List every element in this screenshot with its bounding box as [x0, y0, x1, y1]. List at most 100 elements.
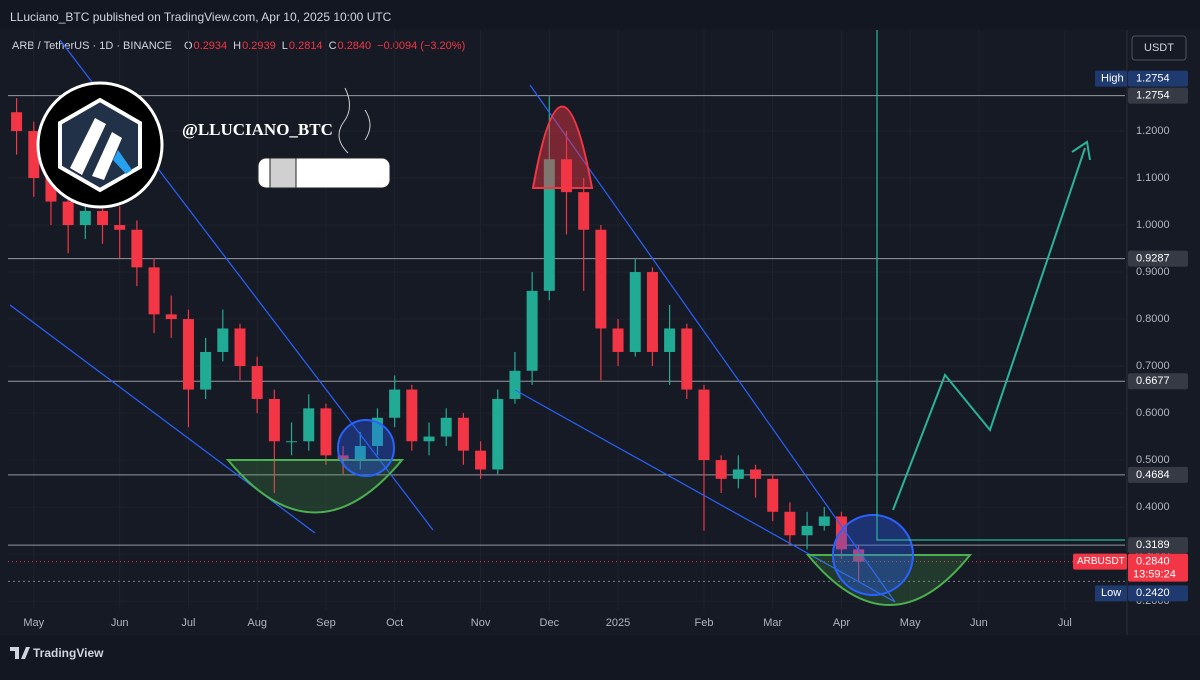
level-label: 0.6677	[1136, 375, 1170, 387]
candle-body	[371, 417, 383, 446]
extreme-tag	[1095, 585, 1127, 602]
x-tick-label: Sep	[316, 617, 336, 629]
candle-body	[767, 478, 779, 512]
candle-body	[320, 408, 332, 456]
candle-body	[62, 201, 74, 226]
candle-body	[337, 455, 349, 461]
level-tag	[1128, 466, 1188, 483]
candle-body	[45, 178, 57, 202]
x-tick-label: May	[900, 617, 921, 629]
candle-body	[578, 192, 590, 230]
candle-body	[595, 229, 607, 329]
level-label: 0.4684	[1136, 469, 1170, 481]
candle-body	[561, 159, 572, 193]
candle-body	[286, 441, 298, 443]
extreme-value-tag	[1128, 70, 1188, 87]
level-label: 0.9287	[1136, 252, 1170, 264]
projection-box	[876, 30, 1125, 541]
candle-body	[406, 389, 418, 442]
x-tick-label: Jul	[181, 617, 195, 629]
x-tick-label: Mar	[763, 617, 782, 629]
logo-stroke	[70, 118, 106, 175]
candle-body	[732, 469, 744, 479]
top-bar	[0, 0, 1200, 30]
ohlc-key: C	[329, 40, 337, 52]
candle-body	[698, 389, 710, 461]
published-line: LLuciano_BTC published on TradingView.co…	[10, 10, 392, 24]
candle-body	[475, 450, 487, 470]
currency-label[interactable]: USDT	[1144, 42, 1174, 54]
highlight-circle	[832, 514, 914, 596]
ohlc-key: L	[282, 40, 288, 52]
candle-body	[612, 328, 624, 352]
level-tag	[1128, 87, 1188, 104]
x-tick-label: Aug	[247, 617, 267, 629]
y-tick-label: 1.0000	[1136, 219, 1170, 231]
logo	[36, 81, 164, 209]
candle-body	[492, 398, 504, 470]
candle-body	[801, 525, 813, 536]
extreme-value-tag	[1128, 585, 1188, 602]
countdown: 13:59:24	[1133, 568, 1176, 580]
last-price-tag	[1128, 553, 1188, 582]
extreme-value: 1.2754	[1136, 73, 1170, 85]
candle-body	[715, 460, 727, 479]
candle-body	[543, 159, 555, 291]
candle-body	[131, 229, 143, 268]
level-label: 1.2754	[1136, 90, 1170, 102]
x-tick-label: Feb	[694, 617, 713, 629]
candle-body	[234, 328, 246, 367]
ohlc-legend: ARB / TetherUS · 1D · BINANCEO0.2934H0.2…	[12, 40, 465, 52]
level-label: 0.3189	[1136, 539, 1170, 551]
extreme-tag	[1095, 70, 1127, 87]
candle-body	[646, 272, 658, 352]
x-tick-label: Jun	[111, 617, 129, 629]
currency-button[interactable]	[1131, 35, 1187, 61]
candle-body	[217, 328, 229, 352]
candle-body	[750, 469, 762, 479]
logo-stroke	[92, 132, 122, 180]
candle-body	[784, 511, 796, 536]
candle-body	[79, 210, 91, 226]
ohlc-value: 0.2939	[242, 40, 276, 52]
candle-body	[681, 328, 693, 390]
y-tick-label: 0.4000	[1136, 501, 1170, 513]
symbol-tag-label: ARBUSDT	[1077, 556, 1125, 567]
tv-logo	[10, 647, 30, 659]
change: −0.0094 (−3.20%)	[377, 40, 465, 52]
candle-body	[28, 131, 40, 179]
candle-body	[200, 351, 212, 390]
rounding-bottom	[805, 554, 973, 606]
candle-body	[114, 225, 126, 230]
candle-body	[629, 272, 641, 352]
x-tick-label: Dec	[540, 617, 560, 629]
x-tick-label: May	[23, 617, 44, 629]
plot-area: 0.20000.30000.40000.50000.60000.70000.80…	[8, 30, 1188, 635]
x-tick-label: Jul	[1058, 617, 1072, 629]
last-price-label: 0.2840	[1136, 555, 1170, 567]
candle-body	[268, 398, 280, 442]
cigar-band	[269, 157, 297, 189]
candle-body	[818, 516, 830, 526]
x-tick-label: Jun	[970, 617, 988, 629]
highlight-circle	[337, 419, 395, 477]
ohlc-key: H	[233, 40, 241, 52]
x-tick-label: 2025	[606, 617, 630, 629]
candle-body	[303, 408, 315, 442]
symbol: ARB / TetherUS · 1D · BINANCE	[12, 40, 172, 52]
candle-body	[835, 516, 847, 550]
candle-body	[11, 112, 23, 132]
projection-path	[892, 147, 1086, 511]
level-tag	[1128, 373, 1188, 390]
candle-body	[165, 314, 177, 320]
extreme-value: 0.2420	[1136, 587, 1170, 599]
candle-body	[148, 267, 160, 315]
rounding-bottom	[225, 459, 405, 514]
y-tick-label: 1.2000	[1136, 125, 1170, 137]
candle-body	[664, 328, 676, 352]
candle-body	[182, 319, 194, 390]
candle-body	[509, 370, 521, 399]
arrow-head	[1071, 140, 1091, 161]
